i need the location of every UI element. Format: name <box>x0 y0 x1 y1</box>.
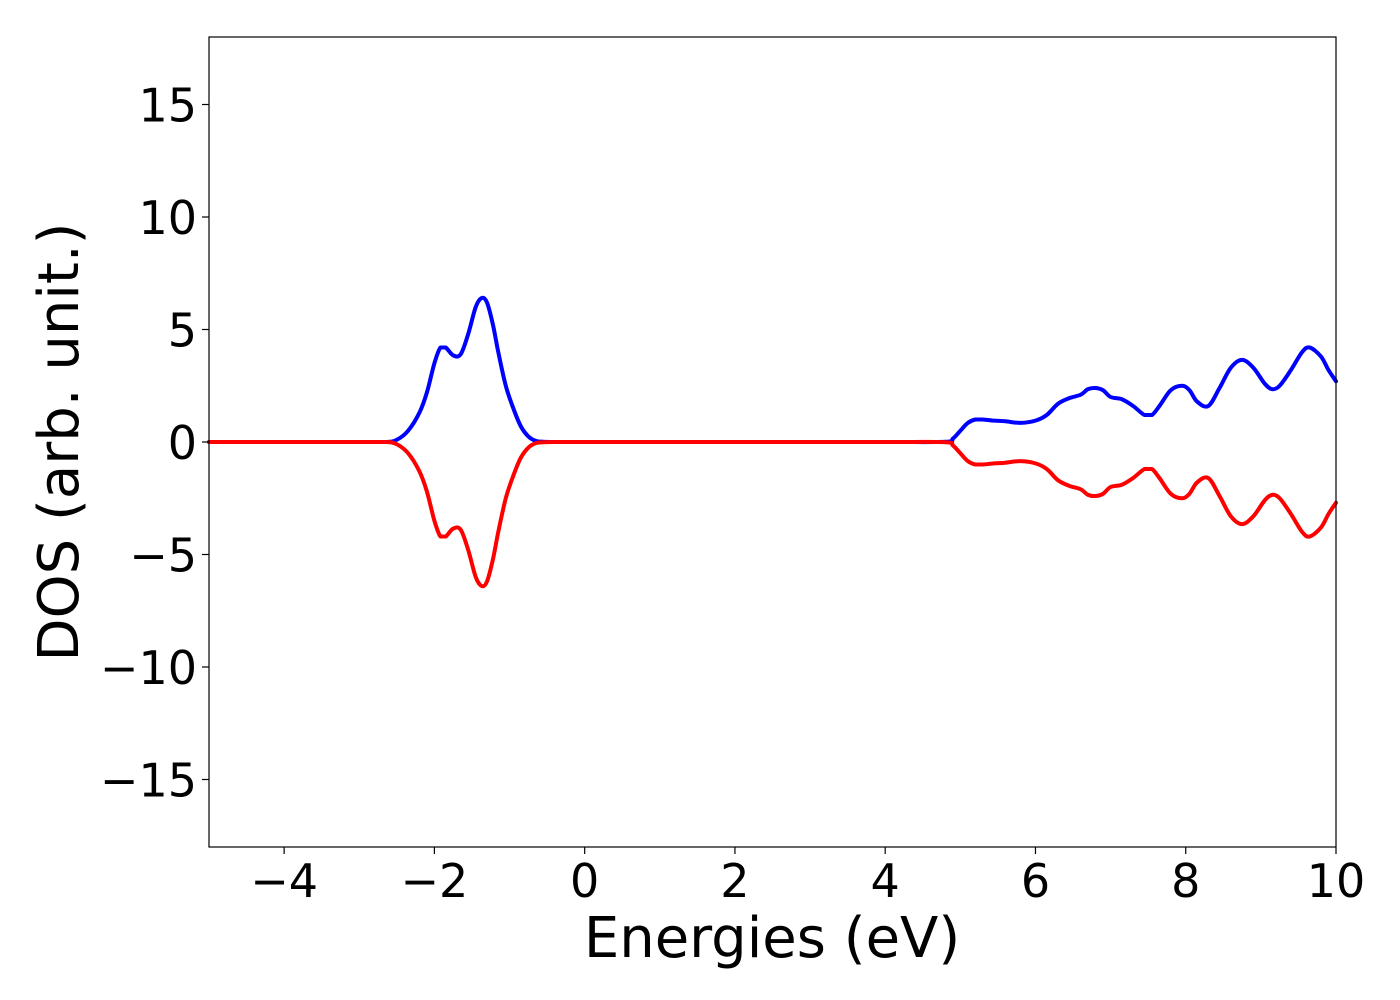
x-axis-ticks: −4 −2 0 2 4 6 8 10 <box>250 847 1365 908</box>
x-tick-label: 6 <box>1021 854 1050 908</box>
x-tick-label: 8 <box>1171 854 1200 908</box>
y-tick-label: −5 <box>129 529 197 583</box>
y-axis-ticks: −15 −10 −5 0 5 10 15 <box>100 79 209 808</box>
y-tick-label: 5 <box>168 304 197 358</box>
series-layer <box>207 295 1338 589</box>
y-tick-label: 15 <box>138 79 197 133</box>
x-tick-label: 4 <box>871 854 900 908</box>
x-axis-label: Energies (eV) <box>584 906 960 971</box>
y-tick-label: 10 <box>138 191 197 245</box>
y-tick-label: −15 <box>100 754 197 808</box>
x-tick-label: −2 <box>400 854 468 908</box>
series-line-2 <box>207 439 1338 589</box>
x-tick-label: −4 <box>250 854 318 908</box>
x-tick-label: 0 <box>570 854 599 908</box>
y-tick-label: −10 <box>100 641 197 695</box>
y-axis-label: DOS (arb. unit.) <box>27 222 92 661</box>
x-tick-label: 10 <box>1307 854 1366 908</box>
y-tick-label: 0 <box>168 416 197 470</box>
x-tick-label: 2 <box>720 854 749 908</box>
series-line-1 <box>207 295 1338 445</box>
